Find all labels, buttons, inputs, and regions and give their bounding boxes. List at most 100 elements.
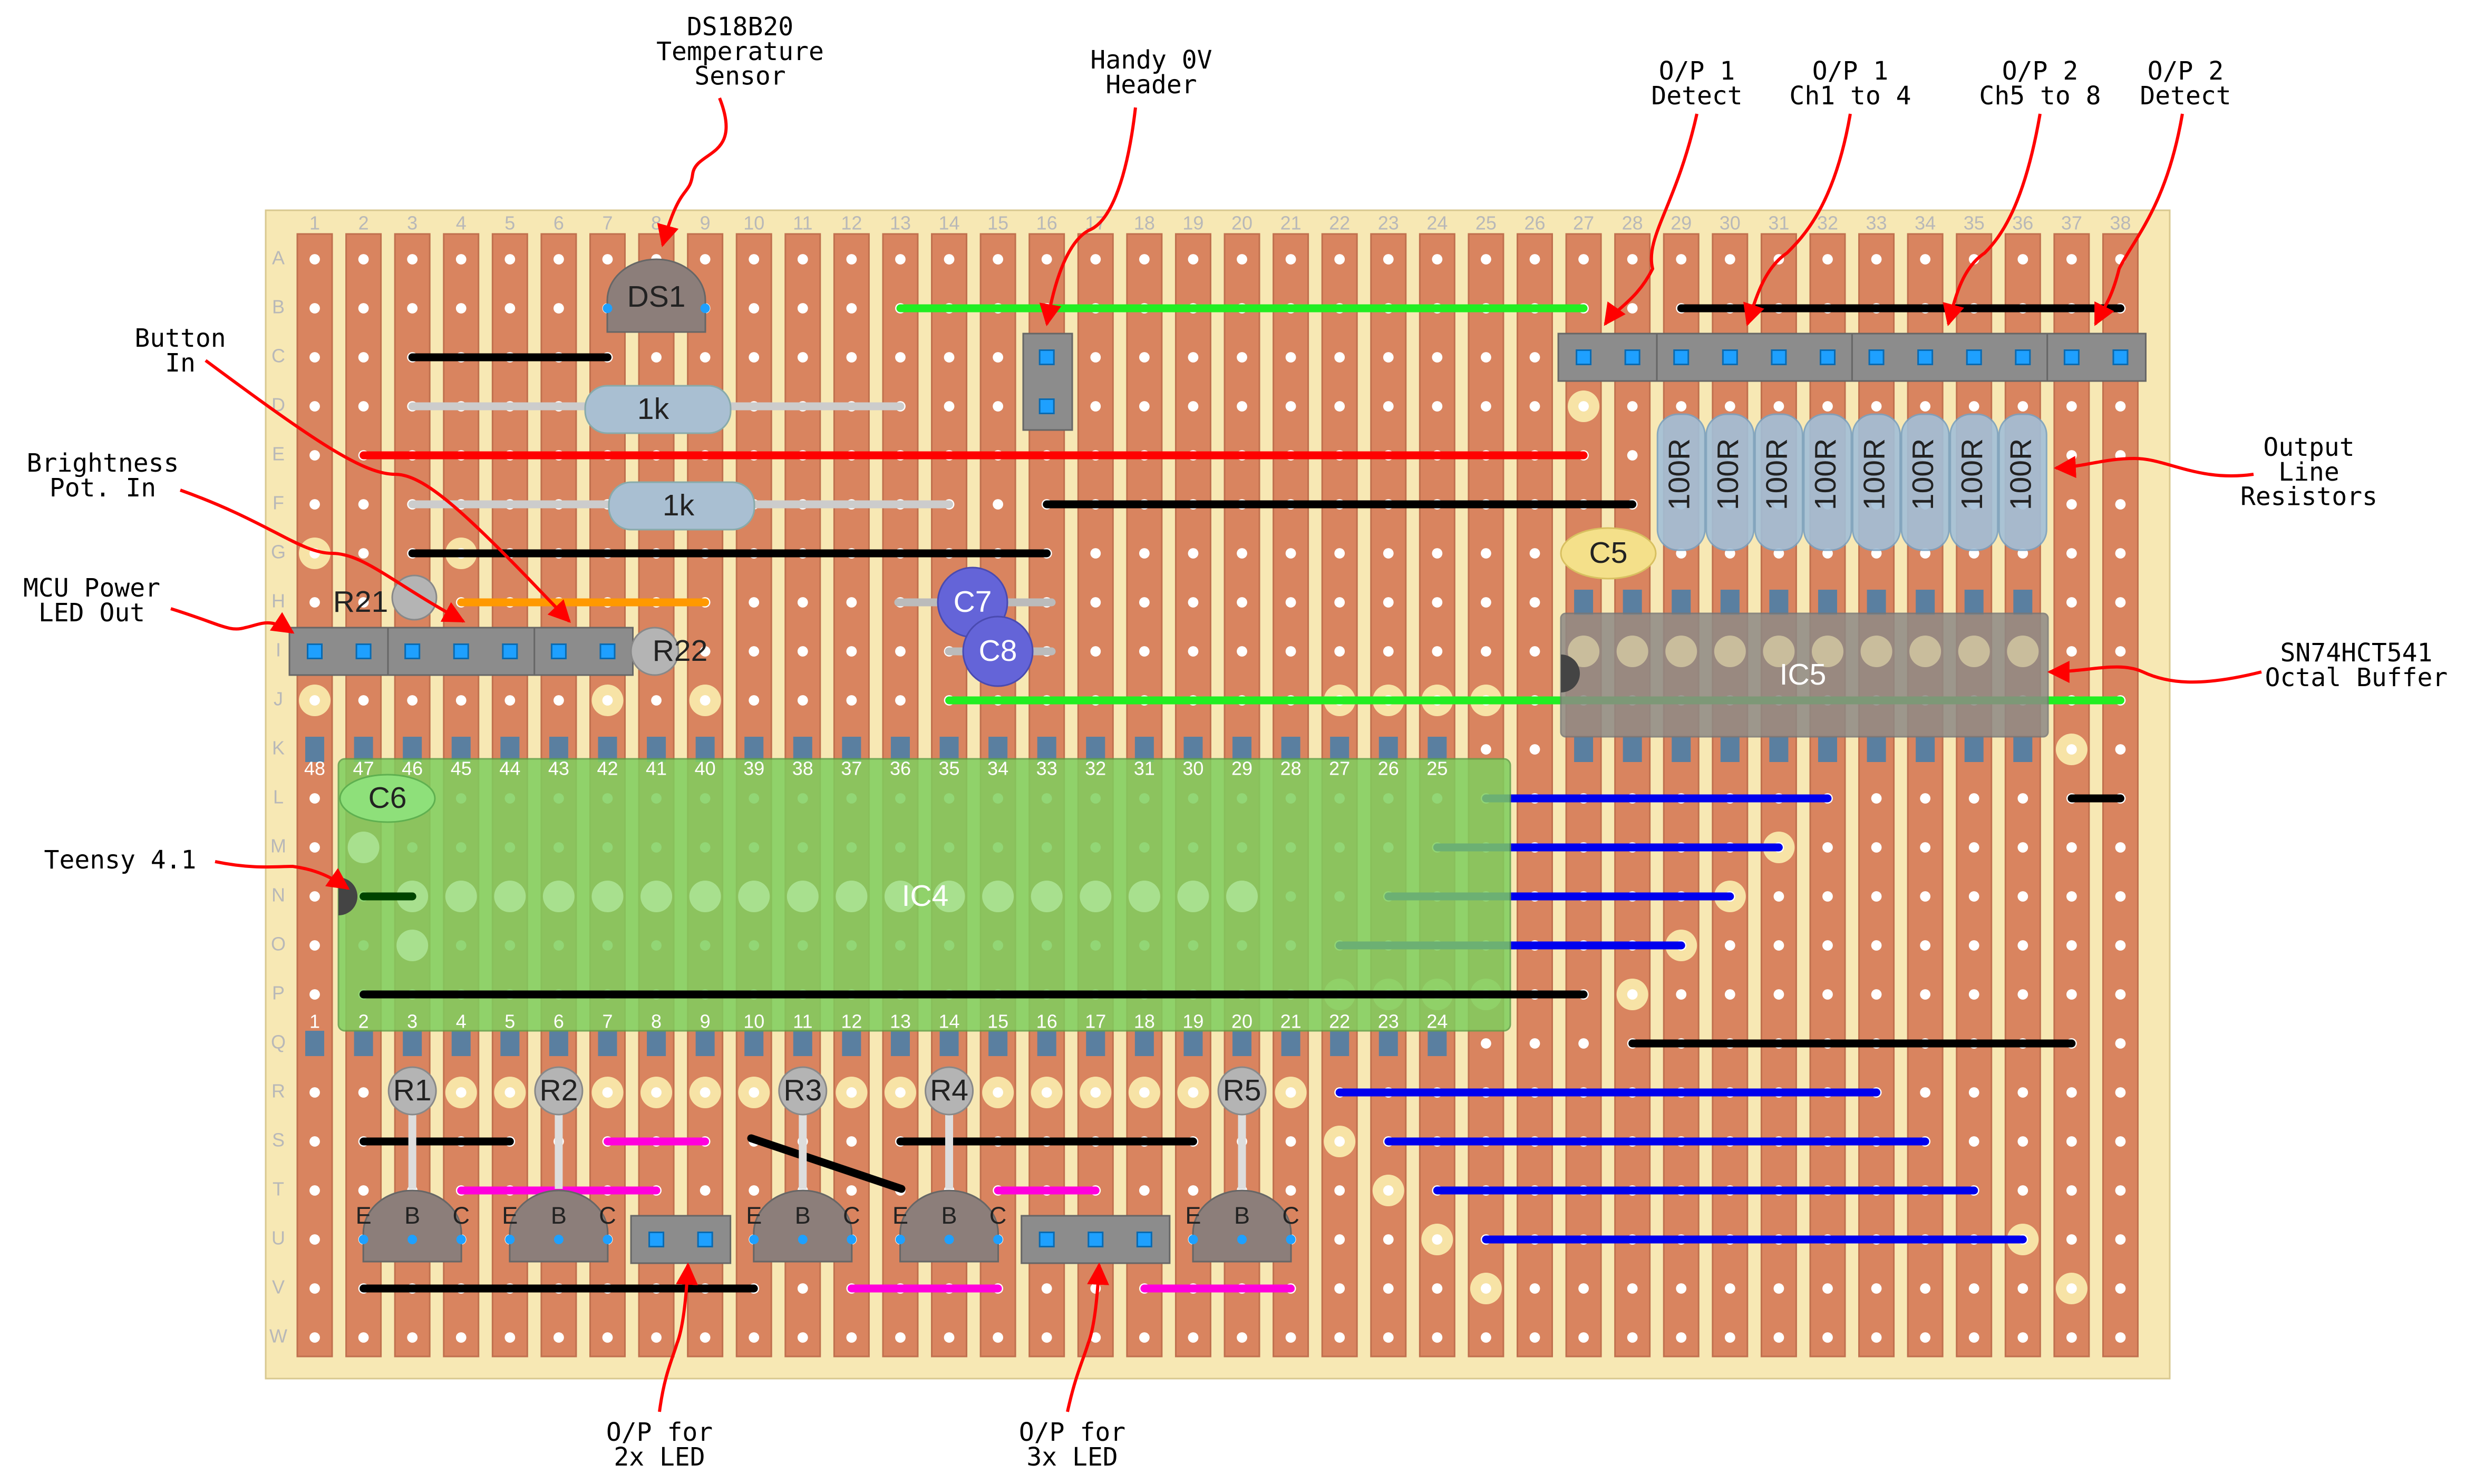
hole xyxy=(309,1332,320,1343)
ic-pin xyxy=(988,736,1008,762)
hole xyxy=(2115,842,2126,853)
hole xyxy=(1724,401,1735,412)
row-letter: Q xyxy=(271,1031,286,1052)
hole xyxy=(1188,401,1199,412)
ic-pin xyxy=(1378,736,1398,762)
hole xyxy=(1139,401,1150,412)
ic-pin xyxy=(890,1030,910,1056)
header-pin xyxy=(1771,349,1787,365)
hole xyxy=(1285,1185,1296,1196)
ic-pin xyxy=(1916,589,1935,615)
hole xyxy=(700,1185,711,1196)
component-label: IC4 xyxy=(902,879,949,913)
hole xyxy=(944,1332,955,1343)
column-number: 12 xyxy=(841,212,862,233)
hole xyxy=(1920,1283,1931,1294)
annotation-text: Output xyxy=(2263,433,2354,462)
hole xyxy=(1627,254,1638,265)
pin xyxy=(700,303,710,313)
solder-pad xyxy=(1860,635,1892,667)
ic-pin xyxy=(939,1030,959,1056)
pin-number: 13 xyxy=(890,1010,911,1032)
hole xyxy=(1920,940,1931,951)
column-number: 16 xyxy=(1036,212,1057,233)
hole xyxy=(1432,1332,1443,1343)
column-number: 14 xyxy=(939,212,960,233)
annotation-text: Resistors xyxy=(2240,482,2377,512)
resistor-body xyxy=(778,1066,828,1116)
hole xyxy=(1188,597,1199,608)
hole xyxy=(1968,254,1979,265)
ic-pin xyxy=(1574,589,1594,615)
hole xyxy=(1090,646,1101,657)
hole xyxy=(1383,1234,1394,1245)
transistor-body xyxy=(753,1189,853,1263)
hole xyxy=(1285,646,1296,657)
solder-pad xyxy=(1763,635,1795,667)
pin-number: 48 xyxy=(304,757,325,779)
hole xyxy=(1285,1087,1296,1098)
hole xyxy=(797,646,808,657)
ic-pin xyxy=(1720,589,1740,615)
transistor-pin-label: B xyxy=(795,1202,811,1229)
header-pin xyxy=(1917,349,1934,365)
hole xyxy=(2066,744,2077,755)
ic-pin xyxy=(1232,1030,1252,1056)
hole xyxy=(2115,1087,2126,1098)
hole xyxy=(1529,401,1540,412)
hole xyxy=(407,1332,418,1343)
hole xyxy=(1773,940,1784,951)
pin xyxy=(456,1234,466,1244)
hole xyxy=(749,597,760,608)
ic-pin xyxy=(1720,736,1740,762)
hole xyxy=(944,254,955,265)
solder-pad xyxy=(933,880,965,912)
pin-number: 17 xyxy=(1085,1010,1106,1032)
hole xyxy=(2115,1283,2126,1294)
hole xyxy=(2017,401,2028,412)
transistor-body xyxy=(362,1189,462,1263)
column-number: 3 xyxy=(407,212,418,233)
ic-pin xyxy=(988,1030,1008,1056)
hole xyxy=(1920,1087,1931,1098)
solder-pad xyxy=(787,880,819,912)
hole xyxy=(407,254,418,265)
hole xyxy=(846,303,857,314)
column-number: 27 xyxy=(1573,212,1594,233)
hole xyxy=(1383,1185,1394,1196)
pin-number: 28 xyxy=(1280,757,1302,779)
hole xyxy=(309,793,320,804)
pin-number: 36 xyxy=(890,757,911,779)
hole xyxy=(895,352,906,363)
solder-pad xyxy=(1714,635,1746,667)
hole xyxy=(1139,548,1150,559)
hole xyxy=(846,1185,857,1196)
hole xyxy=(993,1087,1004,1098)
pin xyxy=(1286,1234,1296,1244)
component-label: C8 xyxy=(979,634,1017,668)
hole xyxy=(358,254,369,265)
annotation-text: MCU Power xyxy=(23,573,160,603)
ic-pin xyxy=(1574,736,1594,762)
hole xyxy=(2115,940,2126,951)
pin-number: 7 xyxy=(602,1010,613,1032)
hole xyxy=(2017,1136,2028,1147)
ic-notch xyxy=(1561,654,1580,692)
hole xyxy=(309,597,320,608)
column-number: 9 xyxy=(700,212,711,233)
hole xyxy=(2066,1087,2077,1098)
resistor-label: 100R xyxy=(1906,438,1940,510)
header-pin xyxy=(2112,349,2129,365)
ic-pin xyxy=(1867,589,1886,615)
resistor-body xyxy=(1852,413,1901,551)
hole xyxy=(309,1185,320,1196)
hole xyxy=(1041,254,1052,265)
ic-pin xyxy=(744,1030,764,1056)
header-pin xyxy=(1038,398,1055,414)
hole xyxy=(1090,1332,1101,1343)
hole xyxy=(1481,597,1491,608)
hole xyxy=(2115,1234,2126,1245)
callout-arrow xyxy=(2094,113,2184,326)
hole xyxy=(1871,793,1882,804)
hole xyxy=(797,695,808,706)
